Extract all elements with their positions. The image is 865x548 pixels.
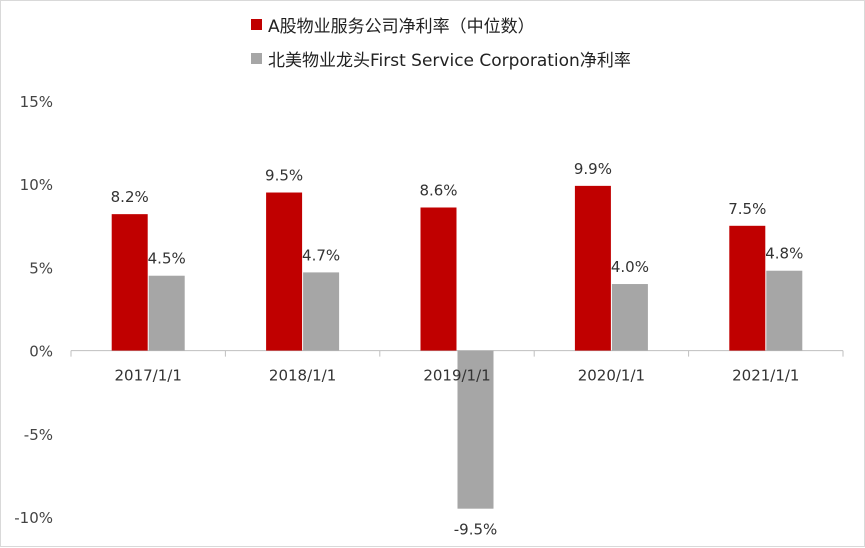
x-tick-label: 2017/1/1 — [115, 367, 182, 385]
data-label: 8.6% — [419, 181, 457, 199]
data-label: 7.5% — [728, 200, 766, 218]
x-tick-label: 2020/1/1 — [578, 367, 645, 385]
bar-first-service — [766, 270, 803, 351]
x-tick-label: 2018/1/1 — [269, 367, 336, 385]
data-label: 4.7% — [302, 246, 340, 264]
bar-a-share — [266, 192, 303, 351]
legend-item-first-service[interactable]: 北美物业龙头First Service Corporation净利率 — [251, 41, 631, 75]
y-tick-label: 5% — [29, 259, 53, 277]
y-tick-label: 15% — [20, 93, 53, 111]
bar-a-share — [111, 214, 148, 351]
y-tick-label: 0% — [29, 343, 53, 361]
legend-label-first-service: 北美物业龙头First Service Corporation净利率 — [268, 50, 631, 71]
bar-a-share — [729, 225, 766, 351]
bar-a-share — [574, 185, 611, 351]
bar-first-service — [457, 350, 494, 509]
bar-first-service — [611, 284, 648, 351]
y-tick-label: -10% — [14, 509, 53, 527]
bar-first-service — [303, 272, 340, 351]
x-tick-label: 2021/1/1 — [732, 367, 799, 385]
data-label: -9.5% — [454, 521, 498, 539]
data-label: 9.9% — [574, 160, 612, 178]
legend-item-a-share[interactable]: A股物业服务公司净利率（中位数） — [251, 7, 631, 41]
data-label: 8.2% — [111, 188, 149, 206]
x-tick-label: 2019/1/1 — [423, 367, 490, 385]
legend: A股物业服务公司净利率（中位数） 北美物业龙头First Service Cor… — [251, 7, 631, 75]
bar-a-share — [420, 207, 457, 351]
y-tick-label: 10% — [20, 176, 53, 194]
data-label: 4.5% — [148, 250, 186, 268]
y-tick-label: -5% — [24, 426, 53, 444]
legend-label-a-share: A股物业服务公司净利率（中位数） — [268, 16, 535, 37]
data-label: 4.0% — [611, 258, 649, 276]
data-label: 9.5% — [265, 167, 303, 185]
legend-swatch-first-service — [251, 52, 262, 64]
bar-first-service — [148, 275, 185, 351]
legend-swatch-a-share — [251, 18, 262, 30]
data-label: 4.8% — [765, 245, 803, 263]
